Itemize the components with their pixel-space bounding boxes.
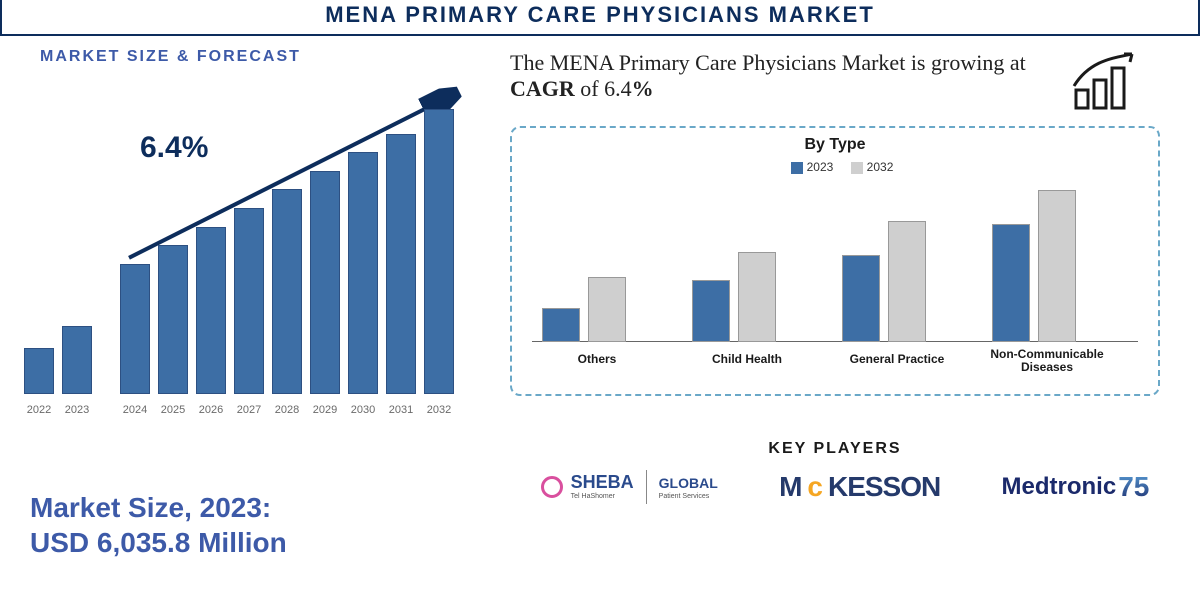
forecast-year-label: 2032	[421, 404, 457, 416]
legend-swatch-2023	[791, 162, 803, 174]
forecast-bar	[62, 326, 92, 394]
by-type-panel: By Type 2023 2032 OthersChild HealthGene…	[510, 126, 1160, 396]
forecast-bar	[158, 245, 188, 394]
forecast-year-label: 2028	[269, 404, 305, 416]
forecast-bar	[196, 227, 226, 394]
medtronic-name: Medtronic	[1002, 473, 1117, 501]
type-bar-2032	[588, 277, 626, 342]
medtronic-75: 75	[1118, 471, 1149, 503]
forecast-bar	[348, 152, 378, 394]
growth-chart-icon	[1070, 50, 1150, 114]
sheba-ring-icon	[541, 476, 563, 498]
by-type-bar-chart: OthersChild HealthGeneral PracticeNon-Co…	[532, 188, 1138, 364]
type-bar-2023	[992, 224, 1030, 342]
tagline-mid: of 6.4	[575, 76, 632, 101]
mckesson-c: c	[807, 471, 822, 503]
by-type-title: By Type	[512, 128, 1158, 154]
divider	[646, 470, 647, 504]
mckesson-rest: KESSON	[828, 471, 940, 503]
type-bar-2032	[888, 221, 926, 342]
type-bar-2023	[692, 280, 730, 342]
legend-label-2032: 2032	[867, 160, 894, 174]
logo-sheba: SHEBA Tel HaShomer GLOBAL Patient Servic…	[541, 470, 718, 504]
legend-label-2023: 2023	[807, 160, 834, 174]
mckesson-m: M	[779, 471, 801, 503]
page-title: MENA PRIMARY CARE PHYSICIANS MARKET	[0, 0, 1200, 36]
tagline: The MENA Primary Care Physicians Market …	[510, 50, 1050, 102]
forecast-year-label: 2027	[231, 404, 267, 416]
forecast-bar	[424, 109, 454, 394]
forecast-bar	[120, 264, 150, 394]
forecast-bar	[234, 208, 264, 394]
type-bar-2023	[542, 308, 580, 342]
left-column: MARKET SIZE & FORECAST 6.4% 202220232024…	[20, 48, 490, 416]
logo-mckesson: McKESSON	[779, 471, 940, 503]
type-bar-2032	[1038, 190, 1076, 342]
type-bar-2032	[738, 252, 776, 342]
legend-swatch-2032	[851, 162, 863, 174]
forecast-year-label: 2030	[345, 404, 381, 416]
forecast-heading: MARKET SIZE & FORECAST	[40, 48, 490, 66]
type-category-label: Others	[522, 353, 672, 366]
sheba-global: GLOBAL	[659, 475, 718, 491]
logo-medtronic: Medtronic 75	[1002, 471, 1150, 503]
tagline-pct: %	[632, 76, 654, 101]
forecast-bar	[272, 189, 302, 394]
forecast-year-label: 2023	[59, 404, 95, 416]
forecast-year-label: 2024	[117, 404, 153, 416]
forecast-year-label: 2025	[155, 404, 191, 416]
forecast-year-label: 2026	[193, 404, 229, 416]
market-size-line1: Market Size, 2023:	[30, 490, 287, 525]
forecast-bar	[310, 171, 340, 394]
type-category-label: Non-CommunicableDiseases	[972, 348, 1122, 374]
market-size-callout: Market Size, 2023: USD 6,035.8 Million	[30, 490, 287, 560]
forecast-bar	[386, 134, 416, 394]
forecast-bar	[24, 348, 54, 395]
tagline-prefix: The MENA Primary Care Physicians Market …	[510, 50, 1026, 75]
sheba-global-sub: Patient Services	[659, 493, 718, 500]
by-type-legend: 2023 2032	[512, 160, 1158, 174]
right-column: The MENA Primary Care Physicians Market …	[510, 50, 1170, 396]
type-bar-2023	[842, 255, 880, 342]
sheba-name: SHEBA	[571, 472, 634, 492]
tagline-cagr: CAGR	[510, 76, 575, 101]
forecast-year-label: 2022	[21, 404, 57, 416]
key-players-heading: KEY PLAYERS	[510, 440, 1160, 458]
forecast-year-label: 2029	[307, 404, 343, 416]
logos-row: SHEBA Tel HaShomer GLOBAL Patient Servic…	[510, 470, 1180, 504]
forecast-bar-chart: 6.4% 20222023202420252026202720282029203…	[20, 76, 490, 416]
forecast-year-label: 2031	[383, 404, 419, 416]
type-category-label: Child Health	[672, 353, 822, 366]
type-category-label: General Practice	[822, 353, 972, 366]
sheba-sub: Tel HaShomer	[571, 493, 634, 500]
market-size-line2: USD 6,035.8 Million	[30, 525, 287, 560]
